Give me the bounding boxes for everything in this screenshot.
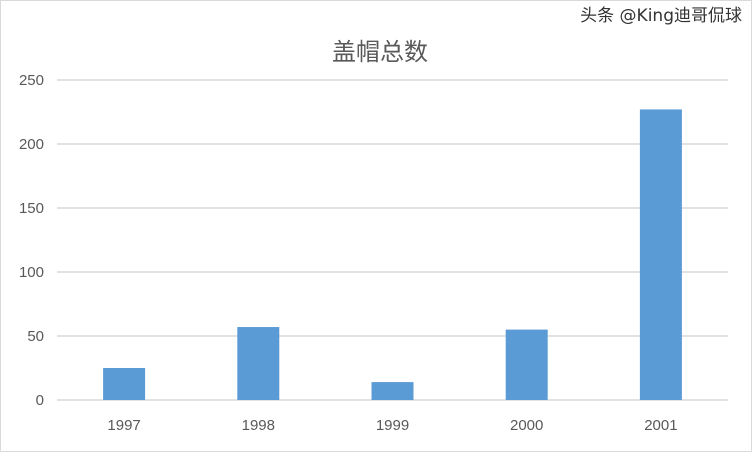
y-tick-label: 0 bbox=[36, 392, 44, 409]
y-tick-label: 50 bbox=[27, 328, 44, 345]
chart-title: 盖帽总数 bbox=[332, 39, 428, 66]
bar-1997 bbox=[103, 368, 146, 400]
bar-2000 bbox=[505, 329, 548, 400]
bar-2001 bbox=[639, 109, 682, 400]
x-tick-label: 2000 bbox=[510, 417, 543, 434]
x-tick-label: 1998 bbox=[242, 417, 275, 434]
x-tick-label: 1997 bbox=[107, 417, 140, 434]
x-tick-label: 2001 bbox=[644, 417, 677, 434]
bar-1999 bbox=[371, 382, 414, 400]
y-tick-label: 200 bbox=[19, 136, 44, 153]
bar-1998 bbox=[237, 327, 280, 400]
y-tick-label: 250 bbox=[19, 72, 44, 89]
y-tick-label: 150 bbox=[19, 200, 44, 217]
watermark: 头条 @King迪哥侃球 bbox=[580, 6, 742, 26]
y-tick-label: 100 bbox=[19, 264, 44, 281]
x-tick-label: 1999 bbox=[376, 417, 409, 434]
